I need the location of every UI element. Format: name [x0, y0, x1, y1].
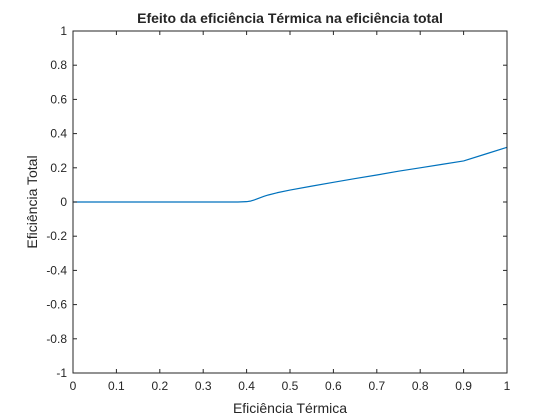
y-tick-label: -0.8: [46, 332, 67, 346]
x-tick-label: 0: [70, 379, 77, 393]
y-tick-label: 0.4: [50, 127, 67, 141]
y-tick-label: 0.6: [50, 92, 67, 106]
series-line: [73, 146, 508, 203]
x-tick-label: 0.2: [151, 379, 168, 393]
chart-ticks: 0 0.1 0.2 0.3 0.4 0.5 0.6 0.7 0.8 0.9 1 -1 -0.8 -0.6 -…: [46, 24, 510, 393]
x-tick-label: 0.5: [282, 379, 299, 393]
x-tick-label: 1: [504, 379, 511, 393]
y-tick-label: 0: [60, 195, 67, 209]
x-axis-label: Eficiência Térmica: [233, 400, 347, 416]
x-tick-label: 0.1: [108, 379, 125, 393]
x-tick-label: 0.8: [412, 379, 429, 393]
y-tick-label: 0.8: [50, 58, 67, 72]
chart-marks: [73, 146, 508, 203]
x-tick-label: 0.4: [238, 379, 255, 393]
chart-title: Efeito da eficiência Térmica na eficiênc…: [137, 10, 443, 26]
y-tick-label: -0.4: [46, 263, 67, 277]
y-tick-label: 0.2: [50, 161, 67, 175]
x-tick-label: 0.3: [195, 379, 212, 393]
y-tick-label: 1: [60, 24, 67, 38]
y-axis-label: Eficiência Total: [24, 155, 40, 248]
x-tick-label: 0.7: [368, 379, 385, 393]
plot-frame: [72, 30, 508, 374]
y-tick-label: -1: [56, 366, 67, 380]
x-tick-label: 0.6: [325, 379, 342, 393]
x-tick-label: 0.9: [455, 379, 472, 393]
y-tick-label: -0.6: [46, 298, 67, 312]
y-tick-label: -0.2: [46, 229, 67, 243]
